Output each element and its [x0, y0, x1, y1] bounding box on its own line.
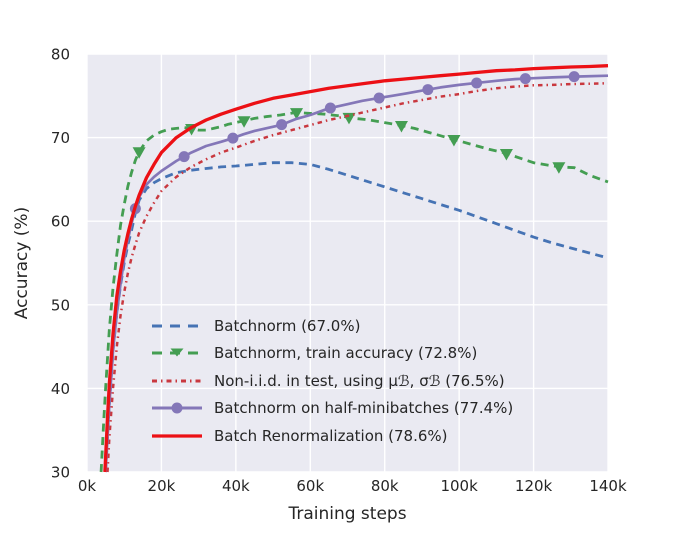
x-tick-label: 140k	[589, 477, 627, 495]
x-tick-label: 120k	[515, 477, 553, 495]
y-tick-label: 30	[51, 464, 70, 482]
legend-item-half-minibatches: Batchnorm on half-minibatches (77.4%)	[151, 395, 513, 423]
y-tick-label: 80	[51, 46, 70, 64]
x-tick-label: 40k	[222, 477, 250, 495]
legend-swatch-non-iid	[151, 373, 203, 389]
legend-item-non-iid: Non-i.i.d. in test, using μℬ, σℬ (76.5%)	[151, 367, 513, 395]
x-tick-label: 60k	[296, 477, 324, 495]
legend-item-batchnorm-train: Batchnorm, train accuracy (72.8%)	[151, 340, 513, 368]
legend: Batchnorm (67.0%) Batchnorm, train accur…	[151, 312, 513, 450]
x-tick-label: 100k	[440, 477, 478, 495]
legend-swatch-half-minibatches	[151, 400, 203, 416]
x-tick-label: 20k	[148, 477, 176, 495]
legend-label: Batchnorm (67.0%)	[214, 316, 361, 335]
y-tick-label: 60	[51, 213, 70, 231]
legend-swatch-batch-renorm	[151, 428, 203, 444]
y-tick-label: 50	[51, 296, 70, 314]
legend-label: Batch Renormalization (78.6%)	[214, 426, 448, 445]
legend-label: Non-i.i.d. in test, using μℬ, σℬ (76.5%)	[214, 371, 505, 390]
legend-item-batch-renorm: Batch Renormalization (78.6%)	[151, 422, 513, 450]
legend-label: Batchnorm, train accuracy (72.8%)	[214, 344, 478, 363]
legend-swatch-batchnorm	[151, 318, 203, 334]
legend-item-batchnorm: Batchnorm (67.0%)	[151, 312, 513, 340]
x-tick-label: 80k	[371, 477, 399, 495]
y-tick-label: 70	[51, 129, 70, 147]
legend-label: Batchnorm on half-minibatches (77.4%)	[214, 399, 514, 418]
x-axis-label: Training steps	[288, 504, 407, 524]
x-tick-label: 0k	[78, 477, 97, 495]
legend-swatch-batchnorm-train	[151, 345, 203, 361]
y-axis-label: Accuracy (%)	[12, 206, 32, 320]
y-tick-label: 40	[51, 380, 70, 398]
